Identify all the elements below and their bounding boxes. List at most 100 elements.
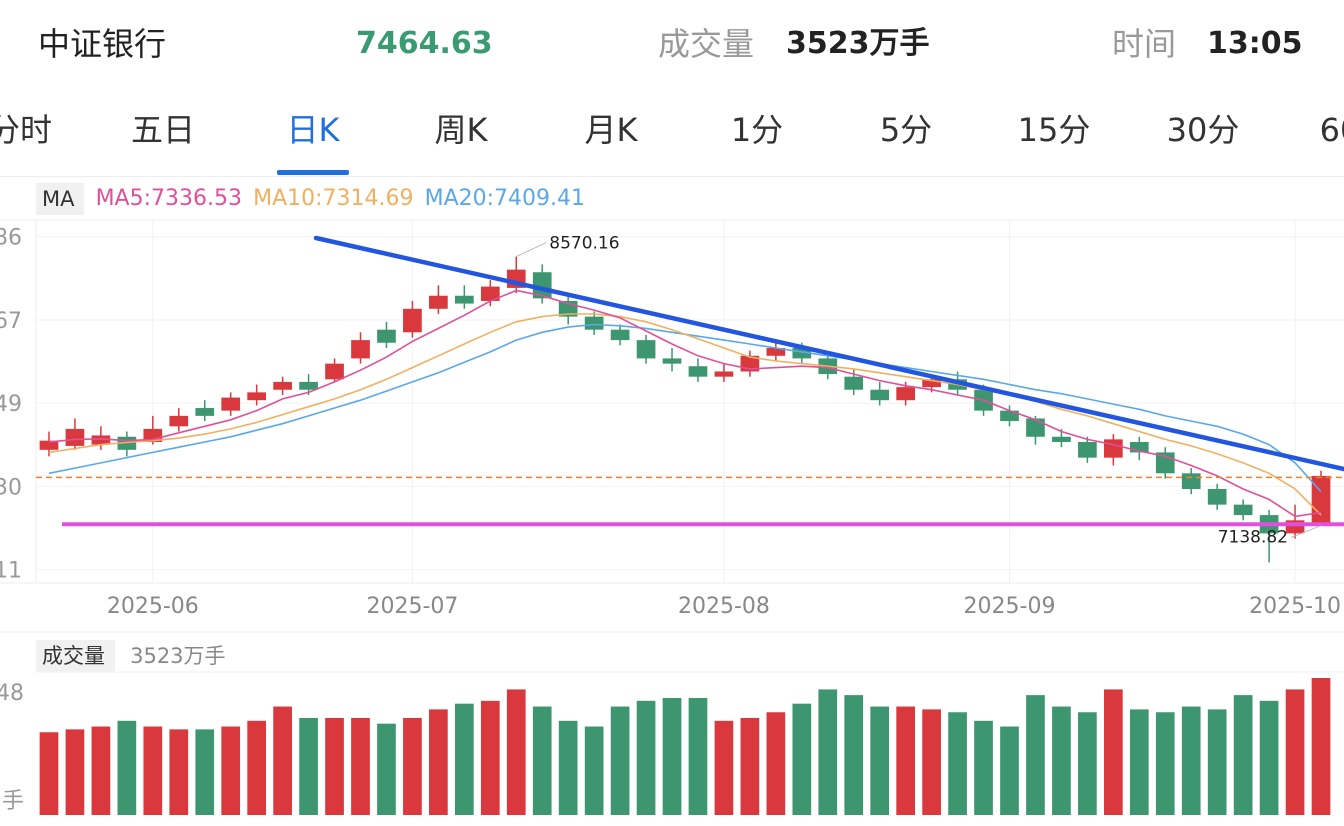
candle-body (610, 329, 630, 341)
volume-bar (1026, 695, 1045, 815)
tab-intraday[interactable]: 分时 (0, 111, 53, 149)
ma5-value: MA5:7336.53 (95, 186, 242, 211)
x-tick-label: 2025-09 (964, 594, 1056, 619)
volume-bar (325, 717, 344, 815)
volume-bar (91, 726, 111, 815)
volume-bar (948, 712, 967, 815)
volume-bar (351, 717, 370, 815)
tab-1min[interactable]: 1分 (730, 111, 784, 149)
y-tick-label: 49 (0, 392, 22, 417)
volume-bar (636, 700, 656, 815)
x-tick-label: 2025-07 (366, 594, 458, 619)
candle-body (1026, 418, 1045, 437)
candle-body (221, 397, 241, 411)
low-annotation-label: 7138.82 (1218, 528, 1288, 548)
volume-bar (377, 723, 396, 815)
volume-bar (221, 726, 241, 815)
volume-bar (1285, 689, 1305, 815)
volume-bar (1181, 706, 1201, 815)
tab-15min[interactable]: 15分 (1017, 111, 1091, 149)
tab-monthly-k[interactable]: 月K (584, 111, 638, 149)
volume-bar (247, 720, 267, 815)
volume-bar (429, 709, 448, 815)
low-annotation-leader (1290, 525, 1322, 539)
volume-bar (1052, 706, 1071, 815)
candle-body (1000, 410, 1019, 422)
ma-legend-tag[interactable]: MA (36, 183, 85, 215)
index-name: 中证银行 (38, 25, 167, 63)
volume-bar (792, 703, 812, 815)
volume-bar (1078, 712, 1097, 815)
x-tick-label: 2025-06 (107, 594, 199, 619)
candle-body (1207, 488, 1227, 505)
volume-bar (1207, 709, 1227, 815)
volume-value: 3523万手 (786, 26, 930, 61)
ma-legend: MA MA5:7336.53 MA10:7314.69 MA20:7409.41 (36, 183, 585, 215)
ma20-value: MA20:7409.41 (424, 186, 586, 211)
x-tick-label: 2025-10 (1249, 594, 1341, 619)
tab-daily-k[interactable]: 日K (286, 111, 340, 149)
candle-body (403, 308, 422, 333)
trend-line (313, 235, 1344, 472)
candle-body (351, 340, 370, 359)
candle-body (584, 316, 604, 330)
volume-bar (1103, 689, 1123, 815)
volume-bar (403, 717, 422, 815)
candle-body (65, 428, 85, 446)
ma10-line (48, 313, 1322, 516)
candle-body (1052, 436, 1071, 442)
ma10-value: MA10:7314.69 (253, 186, 414, 211)
volume-bar (610, 706, 630, 815)
volume-bar (273, 706, 292, 815)
candle-body (844, 376, 864, 390)
candle-body (480, 286, 500, 301)
volume-bar (1233, 695, 1253, 815)
tab-30min[interactable]: 30分 (1166, 111, 1240, 149)
volume-bar (454, 703, 474, 815)
high-annotation-label: 8570.16 (549, 234, 619, 254)
candle-body (922, 379, 941, 388)
tab-five-day[interactable]: 五日 (130, 111, 196, 149)
candle-body (325, 363, 344, 380)
candle-body (1129, 441, 1149, 453)
volume-bar (844, 695, 864, 815)
volume-label: 成交量 (658, 25, 755, 63)
tab-5min[interactable]: 5分 (879, 111, 933, 149)
tab-weekly-k[interactable]: 周K (434, 111, 488, 149)
volume-legend-tag[interactable]: 成交量 (36, 640, 115, 672)
volume-bar (39, 732, 59, 815)
x-tick-label: 2025-08 (678, 594, 770, 619)
candle-body (299, 381, 318, 390)
y-tick-label: 67 (0, 309, 22, 334)
candle-body (1181, 473, 1201, 489)
volume-bar (818, 689, 838, 815)
quote-header: 中证银行 7464.63 成交量 3523万手 时间 13:05 (0, 0, 1344, 88)
volume-bar (1311, 678, 1331, 815)
candle-body (377, 329, 396, 343)
volume-bar (299, 717, 318, 815)
candle-body (636, 340, 656, 359)
volume-bar (584, 726, 604, 815)
volume-bar (1129, 709, 1149, 815)
y-tick-label: 11 (0, 559, 22, 584)
volume-bar (662, 697, 682, 815)
candle-body (429, 295, 448, 309)
candle-body (195, 408, 215, 416)
candle-body (273, 381, 292, 390)
volume-bar (714, 720, 734, 815)
candle-body (454, 295, 474, 304)
y-tick-label: 30 (0, 475, 22, 500)
volume-bar (117, 720, 137, 815)
volume-bar (558, 720, 578, 815)
volume-bar (506, 689, 526, 815)
volume-bar (169, 729, 189, 815)
tab-60min[interactable]: 60 (1319, 111, 1344, 149)
candle-body (1078, 441, 1097, 458)
candle-body (870, 389, 890, 401)
ma5-line (48, 289, 1322, 518)
candle-body (247, 392, 267, 401)
time-label: 时间 (1112, 25, 1177, 63)
time-value: 13:05 (1207, 26, 1303, 61)
volume-bar (974, 720, 993, 815)
